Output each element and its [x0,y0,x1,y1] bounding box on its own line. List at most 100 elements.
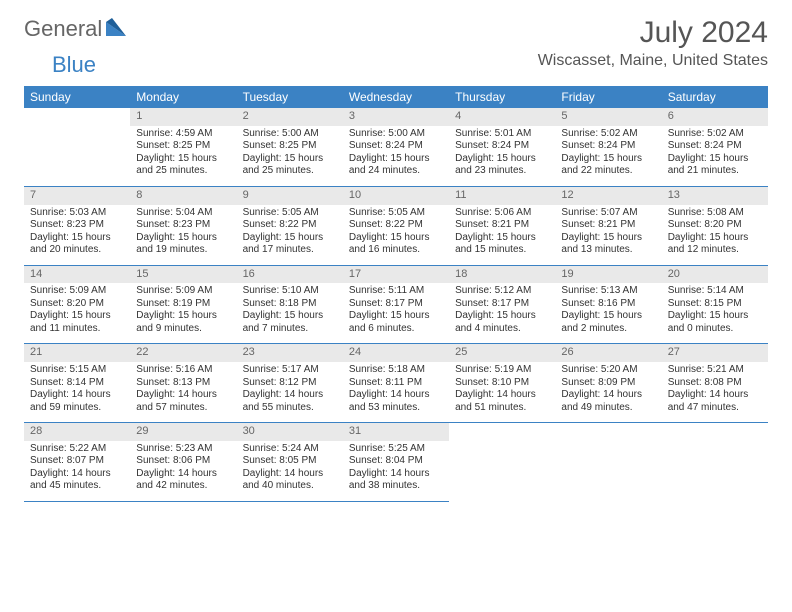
daylight-line: Daylight: 15 hours and 22 minutes. [561,153,655,178]
calendar-cell: 14Sunrise: 5:09 AMSunset: 8:20 PMDayligh… [24,265,130,344]
sunset-line: Sunset: 8:16 PM [561,298,655,311]
day-number: 28 [24,423,130,441]
day-number: 17 [343,266,449,284]
sunset-line: Sunset: 8:24 PM [561,140,655,153]
calendar-row: 1Sunrise: 4:59 AMSunset: 8:25 PMDaylight… [24,108,768,186]
sunset-line: Sunset: 8:10 PM [455,377,549,390]
calendar-row: 28Sunrise: 5:22 AMSunset: 8:07 PMDayligh… [24,423,768,502]
day-number: 8 [130,187,236,205]
daylight-line: Daylight: 15 hours and 16 minutes. [349,232,443,257]
sunset-line: Sunset: 8:12 PM [243,377,337,390]
sunset-line: Sunset: 8:06 PM [136,455,230,468]
day-number: 18 [449,266,555,284]
sunset-line: Sunset: 8:07 PM [30,455,124,468]
calendar-cell: 4Sunrise: 5:01 AMSunset: 8:24 PMDaylight… [449,108,555,186]
daylight-line: Daylight: 15 hours and 9 minutes. [136,310,230,335]
day-details: Sunrise: 5:09 AMSunset: 8:20 PMDaylight:… [24,283,130,343]
sunrise-line: Sunrise: 5:09 AM [30,285,124,298]
calendar-cell: 30Sunrise: 5:24 AMSunset: 8:05 PMDayligh… [237,423,343,502]
day-details: Sunrise: 5:00 AMSunset: 8:25 PMDaylight:… [237,126,343,186]
sunset-line: Sunset: 8:13 PM [136,377,230,390]
day-header: Sunday [24,86,130,108]
day-number: 13 [662,187,768,205]
calendar-cell: 19Sunrise: 5:13 AMSunset: 8:16 PMDayligh… [555,265,661,344]
day-number: 31 [343,423,449,441]
day-details: Sunrise: 5:00 AMSunset: 8:24 PMDaylight:… [343,126,449,186]
sunset-line: Sunset: 8:11 PM [349,377,443,390]
sunset-line: Sunset: 8:21 PM [455,219,549,232]
sunset-line: Sunset: 8:21 PM [561,219,655,232]
daylight-line: Daylight: 15 hours and 15 minutes. [455,232,549,257]
logo-text-general: General [24,16,102,42]
sunrise-line: Sunrise: 5:14 AM [668,285,762,298]
day-details: Sunrise: 5:02 AMSunset: 8:24 PMDaylight:… [662,126,768,186]
calendar-cell: 17Sunrise: 5:11 AMSunset: 8:17 PMDayligh… [343,265,449,344]
day-details: Sunrise: 5:23 AMSunset: 8:06 PMDaylight:… [130,441,236,501]
sunset-line: Sunset: 8:20 PM [668,219,762,232]
sunrise-line: Sunrise: 5:00 AM [243,128,337,141]
sunset-line: Sunset: 8:15 PM [668,298,762,311]
day-number: 5 [555,108,661,126]
sunrise-line: Sunrise: 5:05 AM [349,207,443,220]
sunrise-line: Sunrise: 5:15 AM [30,364,124,377]
sunrise-line: Sunrise: 5:09 AM [136,285,230,298]
daylight-line: Daylight: 15 hours and 20 minutes. [30,232,124,257]
day-details: Sunrise: 5:18 AMSunset: 8:11 PMDaylight:… [343,362,449,422]
sunrise-line: Sunrise: 5:16 AM [136,364,230,377]
sunset-line: Sunset: 8:18 PM [243,298,337,311]
logo-text-blue: Blue [52,52,96,77]
day-details: Sunrise: 5:21 AMSunset: 8:08 PMDaylight:… [662,362,768,422]
sunrise-line: Sunrise: 5:05 AM [243,207,337,220]
day-details: Sunrise: 5:13 AMSunset: 8:16 PMDaylight:… [555,283,661,343]
sunset-line: Sunset: 8:17 PM [455,298,549,311]
day-details: Sunrise: 4:59 AMSunset: 8:25 PMDaylight:… [130,126,236,186]
sunrise-line: Sunrise: 5:25 AM [349,443,443,456]
calendar-cell: 22Sunrise: 5:16 AMSunset: 8:13 PMDayligh… [130,344,236,423]
calendar-cell: 15Sunrise: 5:09 AMSunset: 8:19 PMDayligh… [130,265,236,344]
calendar-cell: 2Sunrise: 5:00 AMSunset: 8:25 PMDaylight… [237,108,343,186]
day-details: Sunrise: 5:17 AMSunset: 8:12 PMDaylight:… [237,362,343,422]
day-details: Sunrise: 5:11 AMSunset: 8:17 PMDaylight:… [343,283,449,343]
sunrise-line: Sunrise: 5:07 AM [561,207,655,220]
calendar-row: 21Sunrise: 5:15 AMSunset: 8:14 PMDayligh… [24,344,768,423]
sunset-line: Sunset: 8:24 PM [668,140,762,153]
sunrise-line: Sunrise: 5:02 AM [668,128,762,141]
day-details: Sunrise: 5:14 AMSunset: 8:15 PMDaylight:… [662,283,768,343]
sunrise-line: Sunrise: 5:00 AM [349,128,443,141]
sunset-line: Sunset: 8:05 PM [243,455,337,468]
calendar-cell [662,423,768,502]
calendar-row: 14Sunrise: 5:09 AMSunset: 8:20 PMDayligh… [24,265,768,344]
day-header: Saturday [662,86,768,108]
sunset-line: Sunset: 8:22 PM [349,219,443,232]
day-details: Sunrise: 5:08 AMSunset: 8:20 PMDaylight:… [662,205,768,265]
daylight-line: Daylight: 15 hours and 4 minutes. [455,310,549,335]
daylight-line: Daylight: 15 hours and 21 minutes. [668,153,762,178]
calendar-cell: 29Sunrise: 5:23 AMSunset: 8:06 PMDayligh… [130,423,236,502]
sunset-line: Sunset: 8:09 PM [561,377,655,390]
day-number: 23 [237,344,343,362]
day-number: 15 [130,266,236,284]
daylight-line: Daylight: 15 hours and 19 minutes. [136,232,230,257]
sunrise-line: Sunrise: 5:23 AM [136,443,230,456]
daylight-line: Daylight: 15 hours and 25 minutes. [136,153,230,178]
day-number: 27 [662,344,768,362]
sunset-line: Sunset: 8:23 PM [30,219,124,232]
day-details: Sunrise: 5:09 AMSunset: 8:19 PMDaylight:… [130,283,236,343]
day-number: 26 [555,344,661,362]
sunset-line: Sunset: 8:14 PM [30,377,124,390]
calendar-cell: 8Sunrise: 5:04 AMSunset: 8:23 PMDaylight… [130,186,236,265]
daylight-line: Daylight: 15 hours and 13 minutes. [561,232,655,257]
sunset-line: Sunset: 8:19 PM [136,298,230,311]
day-number: 1 [130,108,236,126]
calendar-cell: 20Sunrise: 5:14 AMSunset: 8:15 PMDayligh… [662,265,768,344]
daylight-line: Daylight: 14 hours and 55 minutes. [243,389,337,414]
day-details: Sunrise: 5:16 AMSunset: 8:13 PMDaylight:… [130,362,236,422]
calendar-cell: 23Sunrise: 5:17 AMSunset: 8:12 PMDayligh… [237,344,343,423]
sunrise-line: Sunrise: 5:01 AM [455,128,549,141]
sunrise-line: Sunrise: 5:10 AM [243,285,337,298]
sunrise-line: Sunrise: 5:08 AM [668,207,762,220]
sunrise-line: Sunrise: 5:19 AM [455,364,549,377]
daylight-line: Daylight: 14 hours and 42 minutes. [136,468,230,493]
calendar-head: SundayMondayTuesdayWednesdayThursdayFrid… [24,86,768,108]
calendar-cell: 12Sunrise: 5:07 AMSunset: 8:21 PMDayligh… [555,186,661,265]
